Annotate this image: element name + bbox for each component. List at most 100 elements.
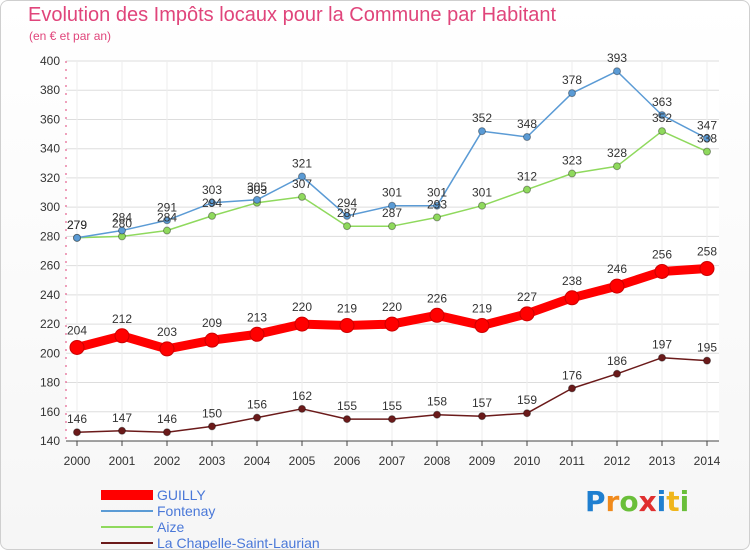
- y-tick-label: 400: [40, 54, 60, 68]
- data-point: [429, 307, 445, 323]
- data-point: [253, 413, 261, 422]
- data-point: [343, 211, 351, 220]
- data-label: 291: [157, 200, 177, 214]
- data-label: 321: [292, 156, 312, 170]
- data-point: [118, 426, 126, 435]
- y-tick-label: 320: [40, 171, 60, 185]
- data-label: 220: [292, 300, 312, 314]
- data-label: 186: [607, 354, 627, 368]
- data-point: [298, 172, 306, 181]
- data-label: 155: [337, 399, 357, 413]
- data-point: [568, 169, 576, 178]
- data-point: [523, 133, 531, 141]
- data-point: [703, 147, 711, 156]
- y-tick-label: 180: [40, 376, 60, 390]
- x-tick-label: 2012: [604, 454, 631, 468]
- data-label: 146: [67, 412, 87, 426]
- data-label: 213: [247, 310, 267, 324]
- data-label: 301: [382, 186, 402, 200]
- data-label: 157: [472, 396, 492, 410]
- y-tick-label: 140: [40, 434, 60, 448]
- data-point: [658, 127, 666, 136]
- data-label: 294: [202, 196, 222, 210]
- data-label: 393: [607, 51, 627, 65]
- data-point: [658, 353, 666, 362]
- data-point: [474, 318, 490, 334]
- y-tick-label: 340: [40, 142, 60, 156]
- data-label: 197: [652, 338, 672, 352]
- data-label: 303: [247, 183, 267, 197]
- data-point: [388, 222, 396, 231]
- data-label: 352: [472, 111, 492, 125]
- data-label: 348: [517, 117, 537, 131]
- y-tick-label: 240: [40, 288, 60, 302]
- y-tick-label: 380: [40, 83, 60, 97]
- logo-letter: o: [619, 485, 639, 518]
- logo-letter: t: [666, 485, 680, 518]
- y-tick-label: 360: [40, 112, 60, 126]
- data-label: 312: [517, 170, 537, 184]
- data-label: 176: [562, 368, 582, 382]
- data-point: [73, 233, 81, 242]
- y-tick-label: 200: [40, 346, 60, 360]
- data-label: 162: [292, 389, 312, 403]
- data-label: 305: [247, 180, 267, 194]
- data-point: [478, 127, 486, 136]
- data-point: [73, 428, 81, 437]
- data-label: 219: [337, 302, 357, 316]
- data-point: [294, 316, 310, 332]
- logo-letter: r: [605, 485, 620, 518]
- logo-letter: i: [679, 485, 690, 518]
- data-point: [388, 201, 396, 210]
- data-label: 287: [382, 206, 402, 220]
- legend-label: Aize: [157, 519, 185, 535]
- data-point: [613, 369, 621, 378]
- y-tick-label: 220: [40, 317, 60, 331]
- y-tick-label: 260: [40, 259, 60, 273]
- legend-swatch: [101, 490, 153, 500]
- y-tick-label: 280: [40, 229, 60, 243]
- data-label: 209: [202, 316, 222, 330]
- logo-letter: x: [638, 485, 657, 518]
- data-point: [159, 341, 175, 357]
- data-point: [249, 326, 265, 342]
- data-label: 279: [67, 218, 87, 232]
- legend-label: La Chapelle-Saint-Laurian: [157, 535, 320, 550]
- x-tick-label: 2001: [109, 454, 136, 468]
- data-label: 287: [337, 206, 357, 220]
- legend-label: GUILLY: [157, 487, 206, 503]
- data-label: 227: [517, 290, 537, 304]
- data-label: 363: [652, 95, 672, 109]
- data-label: 347: [697, 118, 717, 132]
- chart-title: Evolution des Impôts locaux pour la Comm…: [28, 4, 557, 26]
- data-point: [564, 290, 580, 306]
- chart-subtitle: (en € et par an): [29, 29, 112, 43]
- data-label: 280: [112, 216, 132, 230]
- data-label: 195: [697, 341, 717, 355]
- data-label: 323: [562, 154, 582, 168]
- x-tick-label: 2002: [154, 454, 181, 468]
- x-tick-label: 2000: [64, 454, 91, 468]
- data-point: [208, 211, 216, 220]
- x-tick-label: 2006: [334, 454, 361, 468]
- data-label: 220: [382, 300, 402, 314]
- legend-swatch: [101, 510, 153, 512]
- data-point: [343, 415, 351, 424]
- data-label: 147: [112, 411, 132, 425]
- data-label: 159: [517, 393, 537, 407]
- data-point: [478, 201, 486, 210]
- x-tick-label: 2010: [514, 454, 541, 468]
- logo-letter: P: [585, 485, 606, 518]
- x-tick-label: 2011: [559, 454, 585, 468]
- data-label: 303: [202, 183, 222, 197]
- data-point: [118, 226, 126, 235]
- data-point: [384, 316, 400, 332]
- data-label: 284: [157, 211, 177, 225]
- data-point: [433, 201, 441, 210]
- data-label: 301: [472, 186, 492, 200]
- x-tick-label: 2004: [244, 454, 271, 468]
- x-tick-label: 2013: [649, 454, 676, 468]
- data-point: [523, 185, 531, 194]
- data-point: [253, 195, 261, 204]
